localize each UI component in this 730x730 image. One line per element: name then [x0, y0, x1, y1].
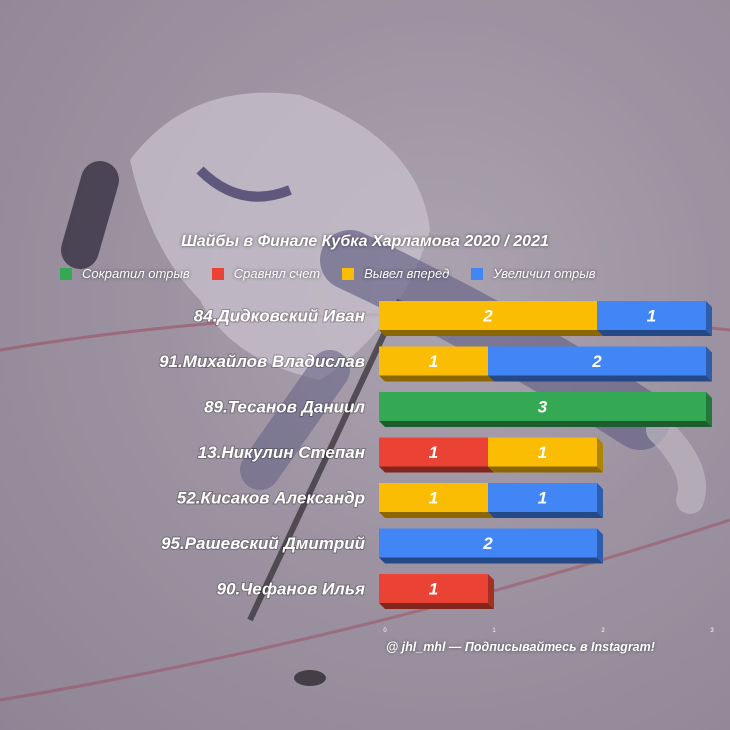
x-tick-label: 2 — [601, 628, 605, 634]
x-tick-label: 3 — [710, 628, 714, 634]
category-label: 91.Михайлов Владислав — [159, 352, 365, 371]
bar-value-label: 1 — [429, 352, 438, 371]
bar-segment-bottom-face — [379, 330, 603, 336]
bar-segment-side-face — [706, 301, 712, 336]
legend-item: Сократил отрыв — [60, 266, 190, 281]
legend-item: Увеличил отрыв — [471, 266, 596, 281]
bar-segment — [488, 346, 706, 376]
bar-segment-bottom-face — [379, 512, 494, 518]
bar-value-label: 2 — [482, 307, 493, 326]
bar-segment-side-face — [597, 528, 603, 564]
bar-segment-bottom-face — [379, 421, 712, 427]
bar-segment — [379, 346, 488, 376]
bar-segment-bottom-face — [379, 466, 494, 473]
x-tick-label: 1 — [492, 628, 496, 634]
category-label: 13.Никулин Степан — [198, 443, 365, 462]
category-label: 84.Дидковский Иван — [194, 307, 365, 326]
bar-segment — [488, 483, 597, 512]
bar-segment-bottom-face — [488, 375, 712, 382]
instagram-credit: @ jhl_mhl — Подписывайтесь в Instagram! — [386, 640, 655, 654]
legend-item: Сравнял счет — [211, 266, 321, 281]
bar-segment-side-face — [597, 483, 603, 518]
bar-value-label: 2 — [482, 534, 493, 553]
category-label: 90.Чефанов Илья — [217, 580, 365, 599]
legend-label: Увеличил отрыв — [493, 266, 596, 281]
bar-segment — [379, 301, 597, 330]
legend-label: Вывел вперед — [364, 266, 450, 281]
bar-segment-side-face — [706, 392, 712, 427]
bar-segment — [379, 392, 706, 421]
bar-segment-bottom-face — [379, 375, 494, 382]
bar-segment-bottom-face — [488, 512, 603, 518]
bar-value-label: 1 — [538, 443, 547, 462]
category-label: 95.Рашевский Дмитрий — [161, 534, 366, 553]
bar-segment — [597, 301, 706, 330]
legend: Сократил отрыв Сравнял счет Вывел вперед… — [60, 266, 618, 281]
bar-value-label: 1 — [647, 307, 656, 326]
chart-title: Шайбы в Финале Кубка Харламова 2020 / 20… — [181, 233, 549, 250]
bar-segment-bottom-face — [488, 466, 603, 473]
legend-swatch-tied-score — [211, 267, 224, 280]
bar-segment-side-face — [488, 574, 494, 609]
legend-swatch-reduced-gap — [60, 267, 72, 280]
category-label: 52.Кисаков Александр — [177, 489, 365, 508]
bar-segment — [379, 528, 597, 558]
bar-value-label: 1 — [429, 580, 438, 599]
bar-segment-side-face — [706, 346, 712, 382]
bar-value-label: 1 — [429, 489, 438, 508]
bar-segment-bottom-face — [379, 603, 494, 609]
bar-value-label: 3 — [538, 398, 548, 417]
bar-value-label: 1 — [538, 489, 547, 508]
bar-segment — [379, 574, 488, 603]
bar-segment-bottom-face — [597, 330, 712, 336]
legend-label: Сравнял счет — [233, 266, 321, 281]
bar-segment-bottom-face — [379, 557, 603, 564]
category-label: 89.Тесанов Даниил — [204, 398, 365, 417]
bar-value-label: 1 — [429, 443, 438, 462]
bar-segment-side-face — [597, 437, 603, 473]
legend-swatch-extended-lead — [471, 267, 484, 280]
legend-label: Сократил отрыв — [82, 266, 190, 281]
bar-value-label: 2 — [591, 352, 602, 371]
x-tick-label: 0 — [383, 628, 387, 634]
bar-segment — [379, 483, 488, 512]
bar-segment — [488, 437, 597, 467]
legend-item: Вывел вперед — [342, 266, 449, 281]
legend-swatch-took-lead — [342, 267, 355, 280]
bar-segment — [379, 437, 488, 467]
